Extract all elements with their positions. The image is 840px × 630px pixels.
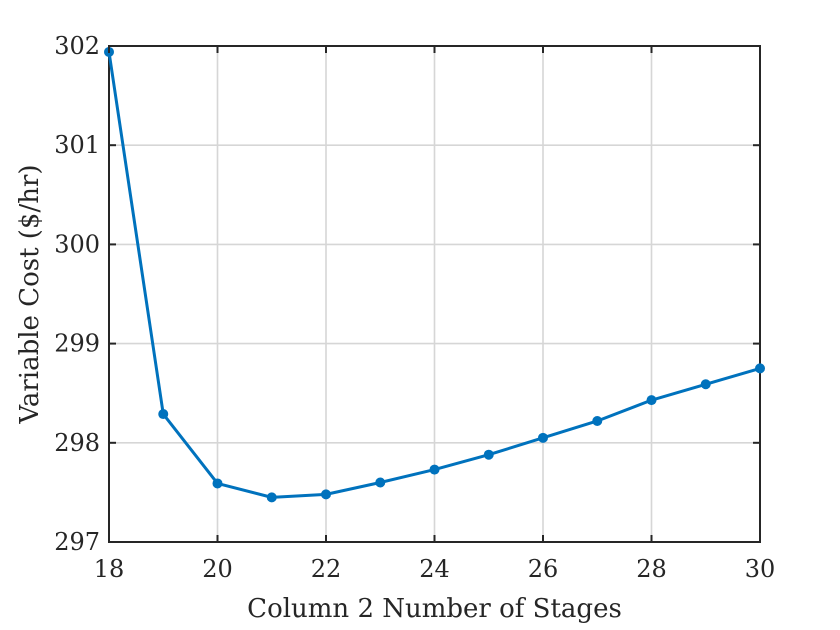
- x-tick-label: 24: [419, 555, 450, 583]
- data-point: [321, 489, 331, 500]
- tick-labels: 18 20 22 24 26 28 30 297 298 299 300 301 302: [54, 32, 775, 583]
- y-tick-label: 300: [54, 230, 100, 258]
- data-point: [538, 432, 548, 443]
- y-axis-label: Variable Cost ($/hr): [15, 164, 45, 424]
- x-tick-label: 18: [94, 555, 125, 583]
- data-point: [158, 409, 169, 420]
- y-tick-label: 297: [54, 528, 100, 556]
- x-tick-label: 22: [311, 555, 342, 583]
- y-tick-label: 299: [54, 330, 100, 358]
- data-point: [755, 363, 765, 374]
- data-point: [700, 379, 711, 390]
- x-tick-label: 28: [636, 555, 667, 583]
- x-tick-label: 20: [202, 555, 233, 583]
- data-point: [429, 464, 440, 475]
- x-axis-label: Column 2 Number of Stages: [247, 594, 622, 624]
- y-tick-label: 301: [54, 131, 100, 159]
- data-point: [266, 492, 277, 503]
- y-tick-label: 298: [54, 429, 100, 457]
- x-tick-label: 26: [528, 555, 559, 583]
- data-point: [375, 477, 386, 488]
- series-layer: [104, 46, 765, 503]
- data-point: [483, 449, 494, 460]
- x-tick-label: 30: [745, 555, 776, 583]
- y-tick-label: 302: [54, 32, 100, 60]
- data-point: [646, 395, 657, 406]
- data-point: [212, 478, 223, 489]
- ticks: [108, 45, 761, 543]
- data-point: [592, 415, 603, 426]
